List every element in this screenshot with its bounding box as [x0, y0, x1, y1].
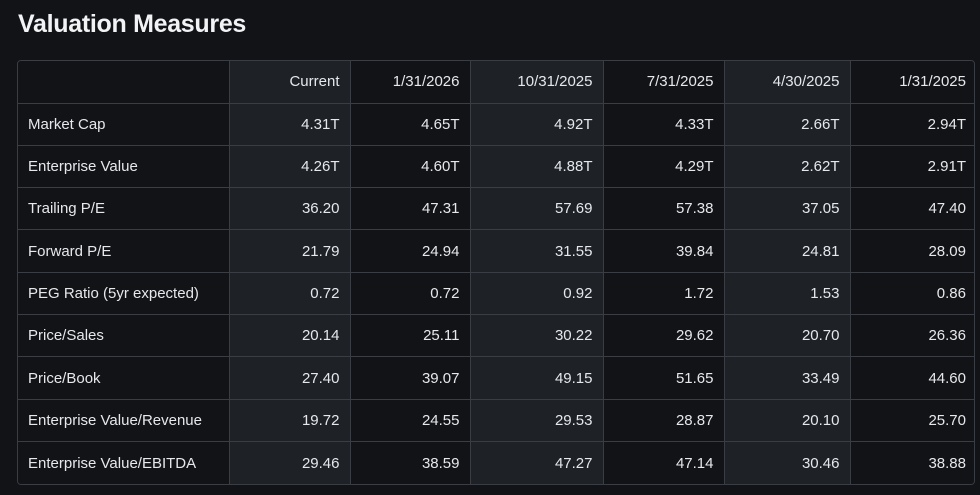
- column-header-date[interactable]: 10/31/2025: [470, 61, 604, 104]
- row-label: Enterprise Value/EBITDA: [18, 441, 230, 484]
- table-cell-value: 4.88T: [470, 145, 604, 189]
- column-header-label: [18, 61, 230, 104]
- table-cell-value: 38.88: [850, 441, 974, 484]
- column-header-current[interactable]: Current: [229, 61, 351, 104]
- table-cell-value: 25.11: [350, 314, 471, 358]
- row-label: Enterprise Value: [18, 145, 230, 189]
- table-cell-value: 4.26T: [229, 145, 351, 189]
- table-cell-value: 47.14: [603, 441, 725, 484]
- row-label: Forward P/E: [18, 229, 230, 273]
- table-cell-value: 20.70: [724, 314, 851, 358]
- table-row: Price/Book 27.40 39.07 49.15 51.65 33.49 44.60: [18, 356, 974, 400]
- table-row: PEG Ratio (5yr expected) 0.72 0.72 0.92 1.72…: [18, 272, 974, 316]
- row-label: Market Cap: [18, 103, 230, 146]
- row-label: Price/Sales: [18, 314, 230, 358]
- table-row: Enterprise Value/Revenue 19.72 24.55 29.53 2…: [18, 399, 974, 443]
- table-cell-value: 4.60T: [350, 145, 471, 189]
- table-row: Market Cap 4.31T 4.65T 4.92T 4.33T 2.66T 2.94T: [18, 103, 974, 146]
- table-cell-value: 2.91T: [850, 145, 974, 189]
- table-row: Trailing P/E 36.20 47.31 57.69 57.38 37.05 47.…: [18, 187, 974, 231]
- table-cell-value: 1.53: [724, 272, 851, 316]
- table-cell-value: 1.72: [603, 272, 725, 316]
- table-cell-value: 4.92T: [470, 103, 604, 146]
- table-cell-value: 28.87: [603, 399, 725, 443]
- table-cell-value: 2.94T: [850, 103, 974, 146]
- table-row: Price/Sales 20.14 25.11 30.22 29.62 20.70 26.3…: [18, 314, 974, 358]
- table-cell-value: 57.38: [603, 187, 725, 231]
- table-cell-value: 24.55: [350, 399, 471, 443]
- table-cell-value: 39.07: [350, 356, 471, 400]
- table-cell-value: 49.15: [470, 356, 604, 400]
- table-cell-value: 47.40: [850, 187, 974, 231]
- table-cell-value: 2.66T: [724, 103, 851, 146]
- table-cell-value: 51.65: [603, 356, 725, 400]
- column-header-date[interactable]: 4/30/2025: [724, 61, 851, 104]
- table-header-row: Current 1/31/2026 10/31/2025 7/31/2025 4…: [18, 61, 974, 104]
- table-cell-value: 57.69: [470, 187, 604, 231]
- table-cell-value: 4.33T: [603, 103, 725, 146]
- column-header-date[interactable]: 7/31/2025: [603, 61, 725, 104]
- table-cell-value: 37.05: [724, 187, 851, 231]
- valuation-table: Current 1/31/2026 10/31/2025 7/31/2025 4…: [18, 61, 974, 484]
- table-row: Enterprise Value 4.26T 4.60T 4.88T 4.29T 2.62…: [18, 145, 974, 189]
- table-cell-value: 29.62: [603, 314, 725, 358]
- table-cell-value: 24.81: [724, 229, 851, 273]
- table-row: Forward P/E 21.79 24.94 31.55 39.84 24.81 28.0…: [18, 229, 974, 273]
- table-cell-value: 47.27: [470, 441, 604, 484]
- table-cell-value: 20.14: [229, 314, 351, 358]
- table-cell-value: 38.59: [350, 441, 471, 484]
- table-cell-value: 29.46: [229, 441, 351, 484]
- table-cell-value: 0.72: [350, 272, 471, 316]
- table-cell-value: 20.10: [724, 399, 851, 443]
- row-label: Enterprise Value/Revenue: [18, 399, 230, 443]
- table-cell-value: 30.46: [724, 441, 851, 484]
- table-cell-value: 29.53: [470, 399, 604, 443]
- valuation-table-container: Current 1/31/2026 10/31/2025 7/31/2025 4…: [17, 60, 975, 485]
- section-title: Valuation Measures: [18, 10, 247, 38]
- table-cell-value: 21.79: [229, 229, 351, 273]
- table-cell-value: 33.49: [724, 356, 851, 400]
- table-cell-value: 30.22: [470, 314, 604, 358]
- table-cell-value: 0.72: [229, 272, 351, 316]
- table-cell-value: 24.94: [350, 229, 471, 273]
- table-cell-value: 27.40: [229, 356, 351, 400]
- table-cell-value: 4.29T: [603, 145, 725, 189]
- table-cell-value: 19.72: [229, 399, 351, 443]
- table-row: Enterprise Value/EBITDA 29.46 38.59 47.27 47…: [18, 441, 974, 484]
- table-cell-value: 2.62T: [724, 145, 851, 189]
- table-cell-value: 36.20: [229, 187, 351, 231]
- table-cell-value: 26.36: [850, 314, 974, 358]
- table-cell-value: 28.09: [850, 229, 974, 273]
- table-cell-value: 47.31: [350, 187, 471, 231]
- column-header-date[interactable]: 1/31/2025: [850, 61, 974, 104]
- row-label: Price/Book: [18, 356, 230, 400]
- table-cell-value: 39.84: [603, 229, 725, 273]
- table-cell-value: 25.70: [850, 399, 974, 443]
- table-cell-value: 44.60: [850, 356, 974, 400]
- table-cell-value: 0.92: [470, 272, 604, 316]
- table-cell-value: 31.55: [470, 229, 604, 273]
- column-header-date[interactable]: 1/31/2026: [350, 61, 471, 104]
- table-cell-value: 4.65T: [350, 103, 471, 146]
- row-label: PEG Ratio (5yr expected): [18, 272, 230, 316]
- table-cell-value: 0.86: [850, 272, 974, 316]
- table-cell-value: 4.31T: [229, 103, 351, 146]
- row-label: Trailing P/E: [18, 187, 230, 231]
